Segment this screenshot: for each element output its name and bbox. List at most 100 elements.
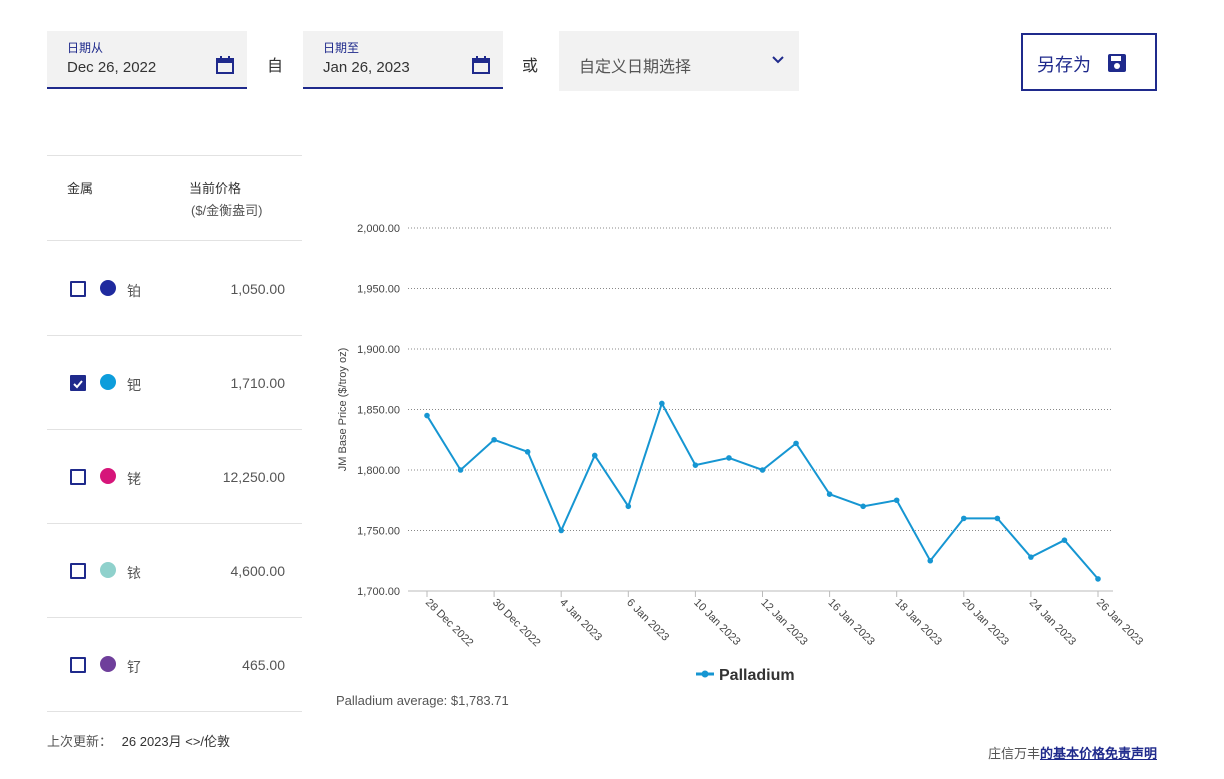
palladium-data-point <box>424 412 430 419</box>
palladium-data-point <box>1095 576 1101 582</box>
average-text: Palladium average: $1,783.71 <box>336 693 509 708</box>
table-divider <box>47 429 302 430</box>
custom-date-select[interactable]: 自定义日期选择 <box>559 31 799 91</box>
between-label: 自 <box>267 58 284 75</box>
palladium-data-point <box>759 467 766 473</box>
table-divider <box>47 155 302 156</box>
date-from-value: Dec 26, 2022 <box>67 59 157 76</box>
metal-name: 铂 <box>127 283 141 299</box>
y-axis-label: JM Base Price ($/troy oz) <box>337 348 349 471</box>
metal-color-swatch <box>100 374 116 390</box>
x-tick-label: 28 Dec 2022 <box>423 597 476 650</box>
metal-name: 铑 <box>127 471 141 487</box>
table-divider <box>47 523 302 524</box>
table-divider <box>47 711 302 712</box>
palladium-data-point <box>994 515 1001 522</box>
save-as-label: 另存为 <box>1037 55 1091 75</box>
palladium-data-point <box>692 462 699 468</box>
disclaimer-prefix: 庄信万丰 <box>987 746 1040 761</box>
table-divider <box>47 617 302 618</box>
save-as-button[interactable]: 另存为 <box>1021 33 1157 91</box>
table-divider <box>47 240 302 241</box>
metal-color-swatch <box>100 468 116 484</box>
price-unit-label: ($/金衡盎司) <box>191 203 263 218</box>
disclaimer-link[interactable]: 的基本价格免责声明 <box>1039 746 1157 761</box>
palladium-data-point <box>1028 554 1034 560</box>
x-tick-label: 30 Dec 2022 <box>490 597 543 650</box>
metal-color-swatch <box>100 562 116 578</box>
metal-checkbox[interactable] <box>70 281 86 297</box>
date-to-label: 日期至 <box>323 41 360 55</box>
floppy-disk-icon <box>1108 54 1126 72</box>
metal-checkbox[interactable] <box>70 563 86 579</box>
metal-price: 4,600.00 <box>230 563 286 579</box>
metal-name: 钌 <box>127 659 141 675</box>
x-tick-label: 12 Jan 2023 <box>758 597 809 648</box>
metal-color-swatch <box>100 656 116 672</box>
table-divider <box>47 335 302 336</box>
disclaimer: 庄信万丰的基本价格免责声明 <box>988 743 1157 762</box>
date-from-label: 日期从 <box>67 41 104 55</box>
x-tick-label: 18 Jan 2023 <box>893 597 944 648</box>
price-column-header: 当前价格 <box>189 181 242 196</box>
y-tick-label: 1,850.00 <box>357 405 400 417</box>
palladium-data-point <box>893 497 900 504</box>
metal-row[interactable]: 铑 12,250.00 <box>47 456 302 496</box>
palladium-data-point <box>1061 537 1068 543</box>
palladium-data-point <box>793 440 799 447</box>
palladium-price-chart: 1,700.00 1,750.00 1,800.00 1,850.00 1,900.00… <box>337 223 1145 684</box>
palladium-data-point <box>491 436 497 443</box>
metal-checkbox[interactable] <box>70 469 86 485</box>
x-tick-label: 20 Jan 2023 <box>960 597 1011 648</box>
or-label: 或 <box>522 58 539 75</box>
metal-price: 1,050.00 <box>230 281 286 297</box>
metal-row[interactable]: 钯 1,710.00 <box>47 362 302 402</box>
y-tick-label: 1,900.00 <box>357 344 400 356</box>
y-tick-label: 2,000.00 <box>357 223 400 235</box>
legend-marker-dot <box>701 670 709 678</box>
palladium-data-point <box>860 503 866 510</box>
metal-row[interactable]: 铱 4,600.00 <box>47 550 302 590</box>
x-tick-label: 10 Jan 2023 <box>691 597 742 648</box>
palladium-data-point <box>558 527 564 534</box>
x-tick-label: 26 Jan 2023 <box>1094 597 1145 648</box>
palladium-data-point <box>591 452 598 459</box>
last-updated: 上次更新： 26 2023月 <>/伦敦 <box>47 731 230 750</box>
y-tick-label: 1,700.00 <box>357 586 400 598</box>
x-tick-label: 6 Jan 2023 <box>624 597 671 644</box>
checkmark-icon <box>73 380 83 389</box>
metal-price: 1,710.00 <box>230 375 286 391</box>
metal-checkbox[interactable] <box>70 375 86 391</box>
chevron-down-icon <box>772 56 784 64</box>
y-tick-label: 1,800.00 <box>357 465 400 477</box>
palladium-data-point <box>524 449 531 455</box>
metal-price: 465.00 <box>242 657 285 673</box>
date-to-value: Jan 26, 2023 <box>323 59 410 76</box>
palladium-data-point <box>457 467 464 473</box>
palladium-data-point <box>659 400 665 407</box>
metal-row[interactable]: 铂 1,050.00 <box>47 268 302 308</box>
last-updated-value: 26 2023月 <>/伦敦 <box>121 734 231 749</box>
y-tick-label: 1,950.00 <box>357 284 400 296</box>
x-tick-label: 24 Jan 2023 <box>1027 597 1078 648</box>
palladium-data-point <box>625 503 632 510</box>
legend-label: Palladium <box>719 667 795 684</box>
metal-row[interactable]: 钌 465.00 <box>47 644 302 684</box>
palladium-data-point <box>826 491 833 498</box>
palladium-data-point <box>927 557 934 564</box>
custom-date-select-value: 自定义日期选择 <box>579 59 692 76</box>
calendar-icon[interactable] <box>215 55 235 75</box>
metal-name: 钯 <box>127 377 141 393</box>
last-updated-label: 上次更新： <box>47 734 113 749</box>
palladium-data-point <box>726 455 732 461</box>
metal-price: 12,250.00 <box>222 469 285 485</box>
metal-checkbox[interactable] <box>70 657 86 673</box>
palladium-data-point <box>961 515 967 522</box>
y-tick-label: 1,750.00 <box>357 526 400 538</box>
metal-color-swatch <box>100 280 116 296</box>
calendar-icon[interactable] <box>471 55 491 75</box>
date-from-field[interactable]: 日期从 Dec 26, 2022 <box>47 31 247 89</box>
x-tick-label: 4 Jan 2023 <box>557 597 604 644</box>
date-to-field[interactable]: 日期至 Jan 26, 2023 <box>303 31 503 89</box>
metal-column-header: 金属 <box>67 181 94 196</box>
